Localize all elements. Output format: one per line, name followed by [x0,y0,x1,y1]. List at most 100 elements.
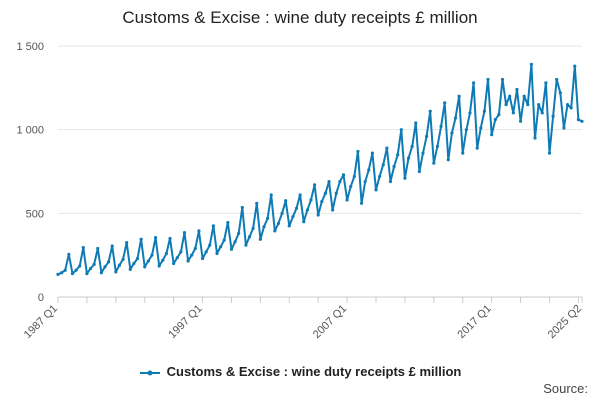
data-point[interactable] [117,263,122,267]
data-point[interactable] [428,109,432,113]
data-point[interactable] [193,246,197,251]
data-point[interactable] [367,168,371,172]
data-point[interactable] [522,94,526,98]
data-point[interactable] [396,153,400,157]
data-point[interactable] [67,252,71,256]
data-point[interactable] [511,111,515,115]
data-point[interactable] [161,258,165,262]
data-point[interactable] [128,267,132,271]
data-point[interactable] [573,64,577,68]
data-point[interactable] [464,128,468,132]
data-point[interactable] [110,244,114,248]
data-point[interactable] [457,94,461,98]
data-point[interactable] [175,256,179,260]
data-point[interactable] [63,268,67,272]
data-point[interactable] [132,261,136,266]
data-point[interactable] [312,183,317,187]
data-point[interactable] [316,213,320,217]
data-point[interactable] [331,208,335,212]
data-point[interactable] [381,163,385,167]
data-point[interactable] [399,128,403,132]
data-point[interactable] [146,259,150,263]
data-point[interactable] [262,225,266,229]
data-point[interactable] [334,191,338,195]
data-point[interactable] [186,259,190,263]
data-point[interactable] [555,77,559,82]
data-point[interactable] [443,101,447,105]
data-point[interactable] [172,261,176,266]
data-point[interactable] [233,240,237,244]
data-point[interactable] [179,250,183,254]
data-point[interactable] [182,230,187,235]
data-point[interactable] [70,271,75,276]
data-point[interactable] [294,206,299,210]
data-point[interactable] [385,146,389,150]
data-point[interactable] [197,229,201,233]
data-point[interactable] [320,200,324,204]
data-point[interactable] [276,221,281,225]
data-point[interactable] [403,176,407,180]
data-point[interactable] [378,174,382,179]
data-point[interactable] [475,146,479,150]
data-point[interactable] [349,184,353,189]
data-point[interactable] [135,256,140,261]
data-point[interactable] [247,235,252,239]
data-point[interactable] [215,251,219,256]
data-point[interactable] [518,119,523,123]
data-point[interactable] [74,268,78,272]
data-point[interactable] [60,271,64,275]
data-point[interactable] [157,264,161,268]
data-point[interactable] [287,224,291,228]
data-point[interactable] [414,121,418,125]
data-point[interactable] [482,109,487,113]
data-point[interactable] [345,198,349,202]
data-point[interactable] [204,250,208,254]
data-point[interactable] [143,265,147,269]
data-point[interactable] [284,199,288,203]
data-point[interactable] [370,151,374,155]
data-point[interactable] [208,243,212,247]
data-point[interactable] [540,111,544,115]
data-point[interactable] [425,134,429,138]
data-point[interactable] [114,270,118,274]
data-point[interactable] [417,169,421,174]
data-point[interactable] [99,271,103,275]
data-point[interactable] [486,77,490,82]
data-point[interactable] [374,188,378,192]
data-point[interactable] [392,164,396,169]
data-point[interactable] [298,193,302,197]
data-point[interactable] [273,229,277,233]
data-point[interactable] [81,246,85,250]
data-point[interactable] [479,126,483,130]
data-point[interactable] [88,266,93,271]
data-point[interactable] [78,264,82,268]
data-point[interactable] [258,237,262,241]
data-point[interactable] [229,247,234,251]
data-point[interactable] [222,238,226,242]
series-line[interactable] [57,63,583,276]
data-point[interactable] [219,245,223,249]
data-point[interactable] [352,174,356,179]
data-point[interactable] [526,102,530,107]
data-point[interactable] [356,149,360,154]
data-point[interactable] [439,124,443,128]
data-point[interactable] [200,256,205,261]
data-point[interactable] [244,243,248,247]
data-point[interactable] [562,126,566,130]
data-point[interactable] [106,260,111,264]
data-point[interactable] [504,102,508,107]
data-point[interactable] [269,193,273,197]
data-point[interactable] [96,246,100,251]
data-point[interactable] [302,220,306,224]
data-point[interactable] [490,133,494,137]
data-point[interactable] [139,237,143,241]
data-point[interactable] [211,224,215,228]
data-point[interactable] [410,144,414,148]
data-point[interactable] [421,151,425,155]
data-point[interactable] [327,179,331,184]
data-point[interactable] [56,272,60,277]
data-point[interactable] [537,102,541,107]
data-point[interactable] [558,91,562,95]
data-point[interactable] [323,191,328,195]
data-point[interactable] [406,156,411,160]
